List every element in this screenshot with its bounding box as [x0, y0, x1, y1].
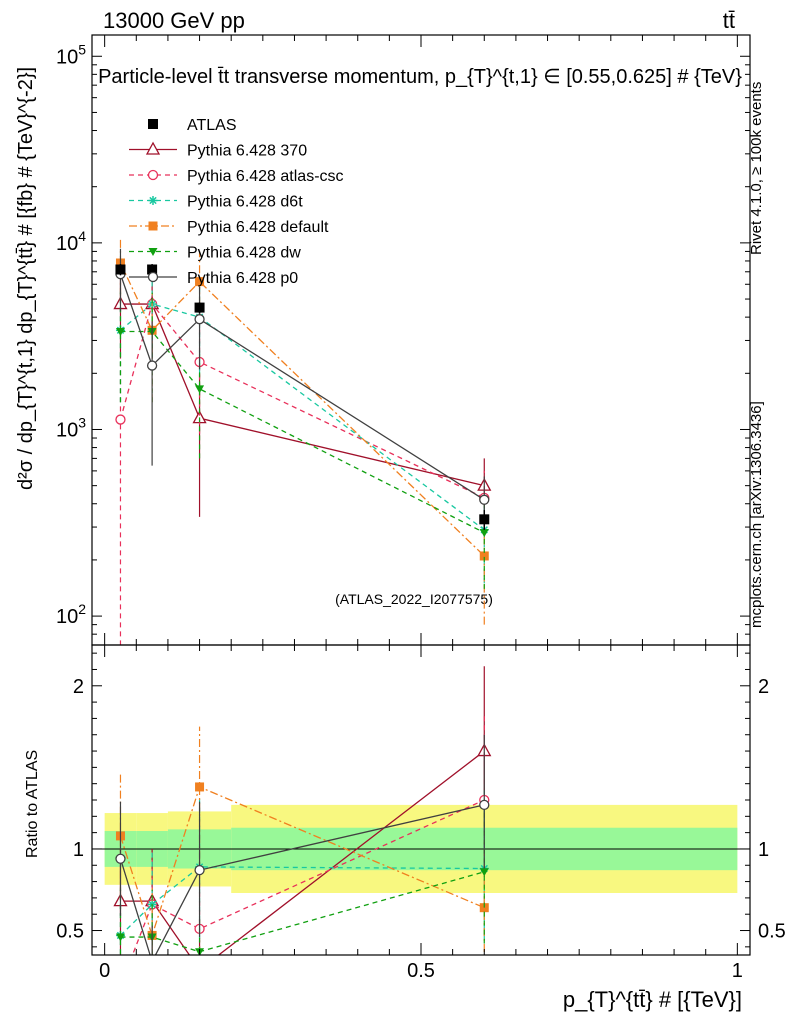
series-d6t	[115, 268, 489, 584]
marker-star-stroke	[149, 196, 157, 205]
marker-square	[479, 903, 489, 913]
x-axis-title: p_{T}^{tt̄} # [{TeV}]	[563, 987, 742, 1012]
marker-circle	[147, 271, 159, 283]
series-p370	[113, 268, 492, 517]
y-axis-title: d²σ / dp_{T}^{t,1} dp_{T}^{tt̄} # [{fb} …	[15, 67, 37, 490]
marker-circle	[115, 853, 126, 864]
marker-square	[115, 264, 126, 275]
marker-circle	[115, 414, 126, 425]
marker-circle	[147, 169, 159, 181]
marker-square	[194, 302, 205, 313]
legend-label: Pythia 6.428 d6t	[187, 194, 303, 211]
marker-square	[195, 277, 205, 287]
marker-square	[147, 264, 158, 275]
legend-entry: Pythia 6.428 p0	[129, 270, 298, 287]
series-line	[119, 262, 485, 557]
ratio-line	[120, 750, 485, 955]
ratio-line	[119, 786, 485, 938]
legend-label: ATLAS	[187, 117, 237, 134]
series-line	[120, 303, 485, 531]
process-label: tt̄	[723, 8, 735, 33]
marker-triangle-down	[148, 248, 158, 256]
legend-entry: ATLAS	[148, 117, 237, 134]
legend-label: Pythia 6.428 atlas-csc	[187, 168, 344, 185]
ratio-series-group	[113, 666, 492, 991]
series-default	[115, 238, 489, 625]
main-series-group	[113, 238, 492, 645]
y-tick-label: 102	[56, 601, 86, 628]
ratio-line	[131, 799, 485, 955]
marker-circle	[479, 494, 490, 505]
marker-triangle-down	[115, 328, 125, 337]
marker-circle	[116, 982, 125, 991]
y-tick-label: 103	[56, 414, 86, 441]
chart-title: Particle-level t̄t transverse momentum, …	[98, 66, 742, 88]
ratio-tick-label: 0.5	[56, 921, 84, 943]
legend-entry: Pythia 6.428 default	[129, 219, 329, 236]
marker-square	[479, 551, 489, 561]
marker-circle	[146, 360, 158, 371]
marker-triangle-down	[479, 529, 489, 538]
legend-entry: Pythia 6.428 dw	[129, 245, 301, 262]
marker-triangle-down	[195, 385, 205, 394]
marker-square	[195, 782, 205, 792]
analysis-watermark: (ATLAS_2022_I2077575)	[335, 591, 493, 607]
legend-label: Pythia 6.428 dw	[187, 245, 301, 262]
legend-entry: Pythia 6.428 atlas-csc	[129, 168, 344, 185]
series-line	[119, 273, 485, 501]
energy-label: 13000 GeV pp	[103, 8, 245, 33]
ratio-panel: 0 0.5 1 0.5 0.5 1 1 2 2	[56, 644, 786, 991]
marker-triangle	[145, 141, 161, 155]
marker-triangle-down	[479, 868, 489, 877]
ratio-tick-label: 1	[73, 839, 84, 861]
legend-entry: Pythia 6.428 d6t	[129, 194, 303, 211]
marker-star	[148, 196, 158, 205]
legend-entry: Pythia 6.428 370	[129, 141, 307, 160]
y-tick-label: 105	[56, 41, 86, 68]
marker-square	[479, 514, 490, 525]
marker-circle	[194, 314, 205, 325]
series-dw	[115, 292, 489, 589]
ratio-tick-label: 2	[73, 676, 84, 698]
legend-label: Pythia 6.428 p0	[187, 270, 298, 287]
ratio-line	[120, 866, 485, 936]
ratio-line	[120, 871, 485, 953]
x-tick-label: 0.5	[407, 960, 435, 982]
marker-square	[148, 221, 158, 231]
rivet-label: Rivet 4.1.0, ≥ 100k events	[748, 82, 765, 255]
marker-circle	[194, 865, 205, 876]
x-tick-label: 0	[99, 960, 110, 982]
marker-triangle-down	[115, 933, 125, 942]
marker-square	[148, 119, 158, 129]
ratio-tick-label-right: 0.5	[758, 921, 786, 943]
series-line	[120, 330, 485, 534]
legend-label: Pythia 6.428 default	[187, 219, 329, 236]
series-atlas_csc	[115, 268, 490, 645]
ratio-line	[119, 804, 485, 955]
legend-label: Pythia 6.428 370	[187, 143, 307, 160]
legend: ATLAS Pythia 6.428 370 Pythia 6.428 atlas-…	[129, 117, 344, 287]
series-line	[120, 303, 485, 487]
atlas-data	[115, 264, 490, 530]
series-line	[119, 302, 485, 499]
ratio-series-p0	[115, 734, 490, 966]
y-tick-label: 104	[56, 228, 86, 255]
x-tick-label: 1	[732, 960, 743, 982]
ratio-tick-label-right: 2	[758, 676, 769, 698]
mcplots-label: mcplots.cern.ch [arXiv:1306.3436]	[748, 401, 765, 628]
series-p0	[115, 248, 490, 530]
marker-circle	[479, 799, 490, 811]
ratio-axis-title: Ratio to ATLAS	[24, 750, 41, 858]
marker-triangle	[194, 963, 206, 974]
ratio-tick-label-right: 1	[758, 839, 769, 861]
marker-circle	[148, 957, 157, 966]
